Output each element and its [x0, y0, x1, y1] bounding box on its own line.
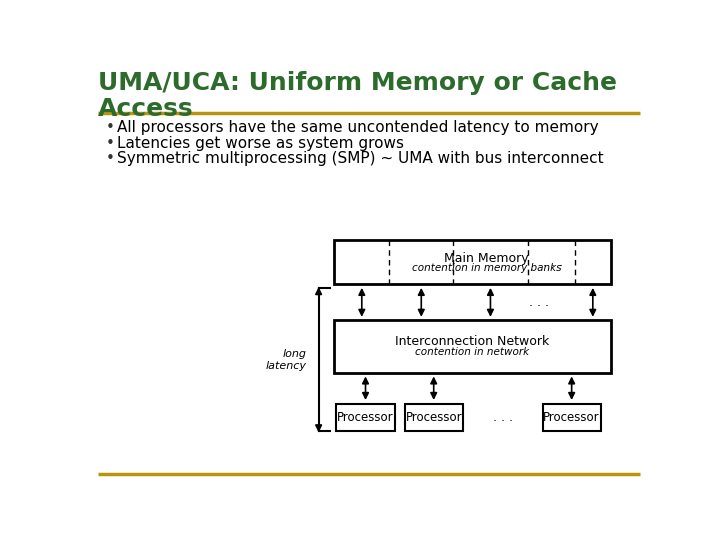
Bar [543, 403, 600, 431]
Text: . . .: . . . [492, 411, 513, 424]
Text: •: • [106, 151, 114, 166]
Bar [334, 240, 611, 284]
Text: Interconnection Network: Interconnection Network [395, 335, 549, 348]
Text: UMA/UCA: Uniform Memory or Cache: UMA/UCA: Uniform Memory or Cache [98, 71, 617, 95]
Text: Processor: Processor [544, 411, 600, 424]
Text: Symmetric multiprocessing (SMP) ~ UMA with bus interconnect: Symmetric multiprocessing (SMP) ~ UMA wi… [117, 151, 604, 166]
Bar [336, 403, 395, 431]
Text: •: • [106, 136, 114, 151]
Text: contention in memory banks: contention in memory banks [412, 264, 561, 273]
Text: Processor: Processor [337, 411, 394, 424]
Text: All processors have the same uncontended latency to memory: All processors have the same uncontended… [117, 120, 599, 135]
Text: . . .: . . . [543, 256, 563, 269]
Text: . . .: . . . [529, 296, 549, 309]
Bar [334, 320, 611, 373]
Text: Access: Access [98, 97, 194, 121]
Text: contention in network: contention in network [415, 347, 529, 357]
Text: Main Memory: Main Memory [444, 252, 528, 265]
Text: Processor: Processor [405, 411, 462, 424]
Text: long
latency: long latency [266, 349, 307, 370]
Text: Latencies get worse as system grows: Latencies get worse as system grows [117, 136, 404, 151]
Text: •: • [106, 120, 114, 135]
Bar [405, 403, 463, 431]
